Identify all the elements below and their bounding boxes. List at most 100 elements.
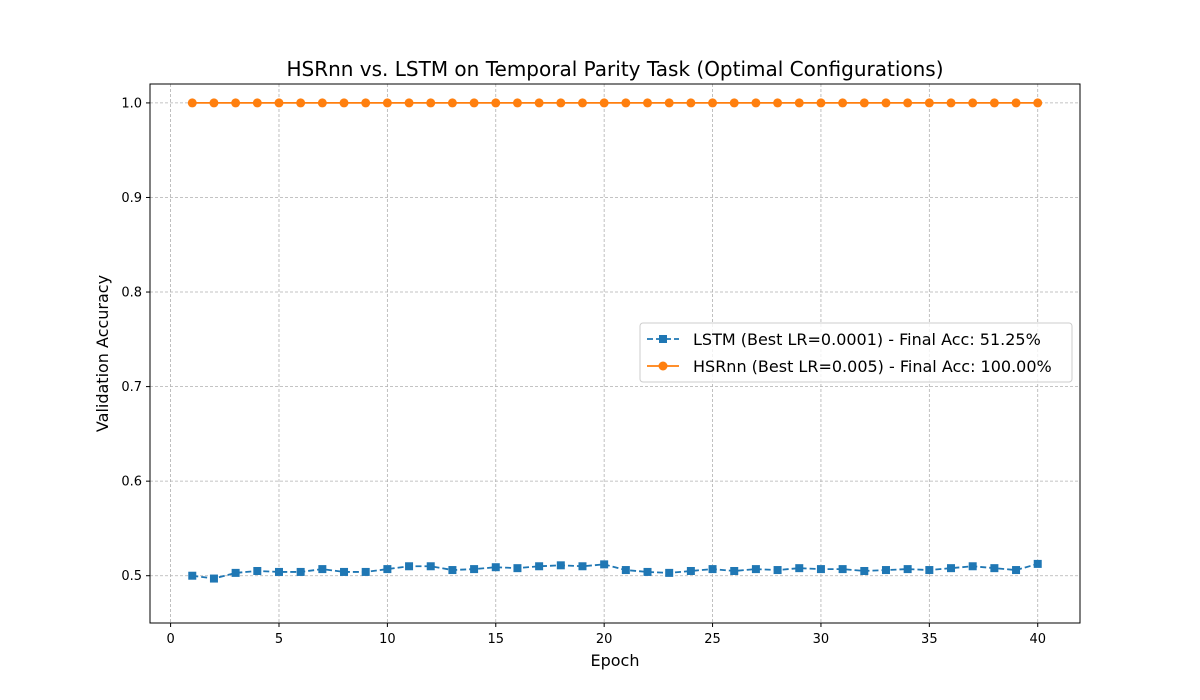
x-tick-label: 0: [166, 632, 174, 647]
y-axis-label: Validation Accuracy: [93, 275, 112, 432]
y-tick-label: 0.5: [121, 569, 142, 584]
data-point-hsrnn: [274, 98, 284, 108]
data-point-lstm: [1033, 559, 1042, 568]
data-point-lstm: [860, 566, 869, 575]
data-point-lstm: [773, 566, 782, 575]
data-point-hsrnn: [621, 98, 631, 108]
data-point-hsrnn: [187, 98, 197, 108]
data-point-lstm: [209, 574, 218, 583]
data-point-hsrnn: [447, 98, 457, 108]
data-point-hsrnn: [729, 98, 739, 108]
data-point-lstm: [405, 562, 414, 571]
legend-label-hsrnn: HSRnn (Best LR=0.005) - Final Acc: 100.0…: [693, 357, 1052, 376]
data-point-hsrnn: [773, 98, 783, 108]
data-point-lstm: [318, 565, 327, 574]
data-point-lstm: [470, 565, 479, 574]
data-point-hsrnn: [708, 98, 718, 108]
data-point-hsrnn: [643, 98, 653, 108]
x-tick-label: 5: [275, 632, 283, 647]
data-point-lstm: [383, 565, 392, 574]
data-point-hsrnn: [816, 98, 826, 108]
data-point-lstm: [578, 562, 587, 571]
data-point-hsrnn: [946, 98, 956, 108]
y-tick-label: 0.6: [121, 475, 142, 490]
data-point-hsrnn: [903, 98, 913, 108]
data-point-hsrnn: [599, 98, 609, 108]
x-tick-label: 25: [704, 632, 721, 647]
data-point-lstm: [361, 567, 370, 576]
data-point-lstm: [903, 565, 912, 574]
data-point-lstm: [426, 562, 435, 571]
data-point-hsrnn: [838, 98, 848, 108]
data-point-lstm: [188, 571, 197, 580]
data-point-lstm: [990, 564, 999, 573]
data-point-lstm: [513, 564, 522, 573]
data-point-lstm: [340, 567, 349, 576]
data-point-lstm: [621, 566, 630, 575]
series-layer: [187, 98, 1043, 583]
data-point-hsrnn: [924, 98, 934, 108]
data-point-hsrnn: [426, 98, 436, 108]
data-point-lstm: [665, 568, 674, 577]
legend-marker-hsrnn: [658, 361, 668, 371]
data-point-lstm: [253, 566, 262, 575]
data-point-hsrnn: [686, 98, 696, 108]
data-point-lstm: [708, 565, 717, 574]
data-point-lstm: [1012, 566, 1021, 575]
plot-area-frame: [149, 83, 1081, 624]
data-point-hsrnn: [382, 98, 392, 108]
x-tick-label: 35: [921, 632, 938, 647]
data-point-lstm: [730, 566, 739, 575]
data-point-hsrnn: [361, 98, 371, 108]
data-point-hsrnn: [881, 98, 891, 108]
data-point-hsrnn: [577, 98, 587, 108]
series-line-lstm: [192, 563, 1038, 580]
data-point-lstm: [448, 566, 457, 575]
data-point-hsrnn: [751, 98, 761, 108]
data-point-lstm: [231, 568, 240, 577]
data-point-lstm: [751, 565, 760, 574]
legend: LSTM (Best LR=0.0001) - Final Acc: 51.25…: [639, 322, 1073, 383]
data-point-hsrnn: [339, 98, 349, 108]
x-tick-label: 40: [1029, 632, 1046, 647]
data-point-hsrnn: [1011, 98, 1021, 108]
x-tick-label: 30: [813, 632, 830, 647]
x-tick-label: 15: [487, 632, 504, 647]
data-point-lstm: [296, 567, 305, 576]
y-tick-label: 0.7: [121, 380, 142, 395]
data-point-lstm: [491, 563, 500, 572]
data-point-lstm: [556, 561, 565, 570]
data-point-lstm: [838, 565, 847, 574]
data-point-hsrnn: [794, 98, 804, 108]
x-axis-label: Epoch: [591, 651, 640, 670]
data-point-hsrnn: [534, 98, 544, 108]
x-tick-label: 20: [596, 632, 613, 647]
y-tick-label: 0.8: [121, 286, 142, 301]
data-point-lstm: [881, 566, 890, 575]
x-tick-label: 10: [379, 632, 396, 647]
chart-title: HSRnn vs. LSTM on Temporal Parity Task (…: [286, 57, 943, 81]
data-point-lstm: [643, 567, 652, 576]
legend-box: [639, 322, 1073, 383]
data-point-lstm: [535, 562, 544, 571]
data-point-hsrnn: [296, 98, 306, 108]
y-tick-label: 1.0: [121, 96, 142, 111]
data-point-lstm: [274, 567, 283, 576]
data-point-lstm: [925, 566, 934, 575]
data-point-hsrnn: [209, 98, 219, 108]
data-point-hsrnn: [231, 98, 241, 108]
data-point-hsrnn: [664, 98, 674, 108]
data-point-lstm: [600, 560, 609, 569]
ticks: 0 5 10 15 20 25 30 35 40 0.5 0.6 0.7 0.8 0.9 1.0: [121, 96, 1046, 647]
y-tick-label: 0.9: [121, 191, 142, 206]
data-point-lstm: [795, 564, 804, 573]
data-point-hsrnn: [1033, 98, 1043, 108]
data-point-hsrnn: [404, 98, 414, 108]
data-point-hsrnn: [989, 98, 999, 108]
data-point-hsrnn: [469, 98, 479, 108]
data-point-lstm: [686, 566, 695, 575]
data-point-hsrnn: [252, 98, 262, 108]
data-point-lstm: [947, 564, 956, 573]
legend-marker-lstm: [659, 335, 667, 343]
